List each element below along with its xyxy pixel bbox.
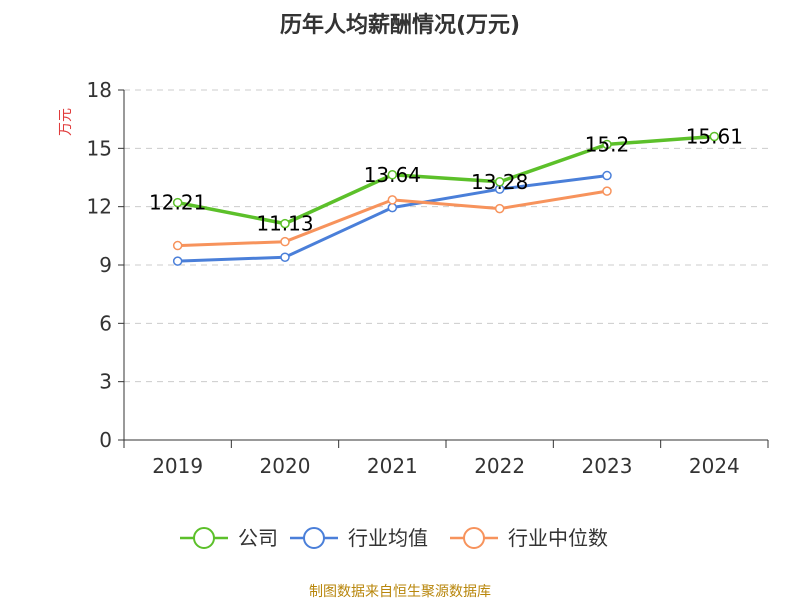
- legend-label: 行业均值: [348, 526, 428, 550]
- series-lines: [172, 131, 720, 266]
- legend-item-2: 行业中位数: [450, 526, 608, 550]
- data-point: [709, 131, 720, 142]
- series-line-0: [177, 134, 715, 226]
- legend-marker: [193, 527, 215, 549]
- data-label: 13.64: [364, 163, 421, 187]
- data-point: [602, 139, 612, 150]
- chart-title: 历年人均薪酬情况(万元): [280, 12, 520, 38]
- legend-item-0: 公司: [180, 526, 278, 550]
- data-point: [387, 170, 398, 180]
- y-tick-label: 9: [99, 253, 112, 277]
- data-point: [280, 252, 290, 262]
- data-point: [602, 186, 612, 196]
- data-point: [172, 197, 183, 208]
- data-point: [494, 203, 505, 214]
- data-label: 15.2: [585, 132, 630, 156]
- data-point: [172, 240, 183, 251]
- legend-marker: [463, 527, 485, 549]
- data-point: [387, 195, 398, 205]
- x-tick-label: 2023: [582, 454, 633, 478]
- data-point: [172, 256, 183, 266]
- legend-item-1: 行业均值: [290, 526, 428, 550]
- x-tick-label: 2022: [474, 454, 525, 478]
- data-point: [387, 202, 398, 213]
- data-label: 11.13: [256, 212, 313, 236]
- x-tick-label: 2019: [152, 454, 203, 478]
- x-tick-label: 2020: [260, 454, 311, 478]
- y-tick-label: 6: [99, 311, 112, 335]
- x-tick-label: 2021: [367, 454, 418, 478]
- axes: 0 3 6 9 12 15 18 2019 2020 2021 2022 2023 2024: [87, 78, 769, 478]
- y-tick-label: 0: [99, 428, 112, 452]
- source-note: 制图数据来自恒生聚源数据库: [309, 584, 491, 600]
- y-axis-label: 万元: [58, 108, 74, 136]
- data-label: 12.21: [149, 191, 206, 215]
- legend-label: 行业中位数: [508, 526, 608, 550]
- y-tick-label: 12: [87, 195, 112, 219]
- data-label: 15.61: [686, 124, 743, 148]
- series-line-1: [177, 174, 608, 263]
- data-labels: 12.21 11.13 13.64 13.28 15.2 15.61: [149, 124, 743, 235]
- grid-lines: [124, 89, 768, 383]
- data-point: [602, 170, 612, 181]
- data-label: 13.28: [471, 170, 528, 194]
- y-tick-label: 15: [87, 136, 112, 160]
- y-tick-label: 18: [87, 78, 112, 102]
- y-tick-label: 3: [99, 370, 112, 394]
- legend-marker: [303, 527, 325, 549]
- x-tick-label: 2024: [689, 454, 740, 478]
- data-point: [280, 218, 290, 229]
- legend-label: 公司: [238, 526, 278, 550]
- data-point: [280, 236, 290, 247]
- data-point: [494, 177, 505, 187]
- legend: 公司 行业均值 行业中位数: [180, 526, 608, 550]
